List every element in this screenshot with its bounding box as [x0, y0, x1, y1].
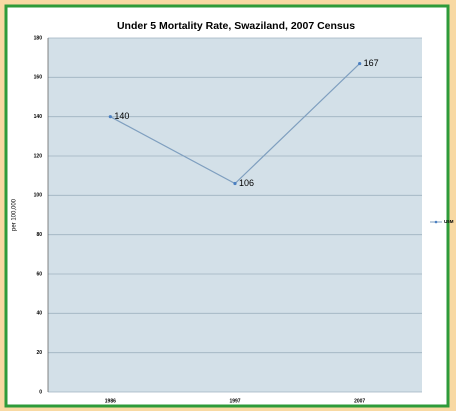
y-tick-label: 20: [36, 350, 42, 356]
data-label: 167: [364, 58, 379, 68]
y-tick-label: 140: [34, 114, 43, 120]
marker: [233, 181, 237, 186]
y-tick-label: 0: [39, 389, 42, 395]
y-tick-label: 40: [36, 311, 42, 317]
legend-label: U5M: [444, 219, 454, 224]
marker: [108, 115, 112, 119]
data-label: 106: [239, 178, 254, 188]
x-tick-label: 1997: [229, 398, 240, 404]
chart-title: Under 5 Mortality Rate, Swaziland, 2007 …: [117, 20, 355, 32]
data-label: 140: [114, 111, 129, 121]
y-tick-label: 180: [34, 35, 43, 41]
y-tick-label: 120: [34, 153, 43, 159]
x-tick-label: 1986: [105, 398, 116, 404]
marker: [358, 61, 362, 66]
y-tick-label: 60: [36, 271, 42, 277]
y-tick-label: 100: [34, 193, 43, 199]
y-tick-label: 80: [36, 232, 42, 238]
y-tick-label: 160: [34, 75, 43, 81]
plot-area: [48, 38, 422, 392]
x-tick-label: 2007: [354, 398, 365, 404]
y-axis-label: per 100,000: [12, 198, 18, 231]
legend-marker: [434, 220, 438, 224]
